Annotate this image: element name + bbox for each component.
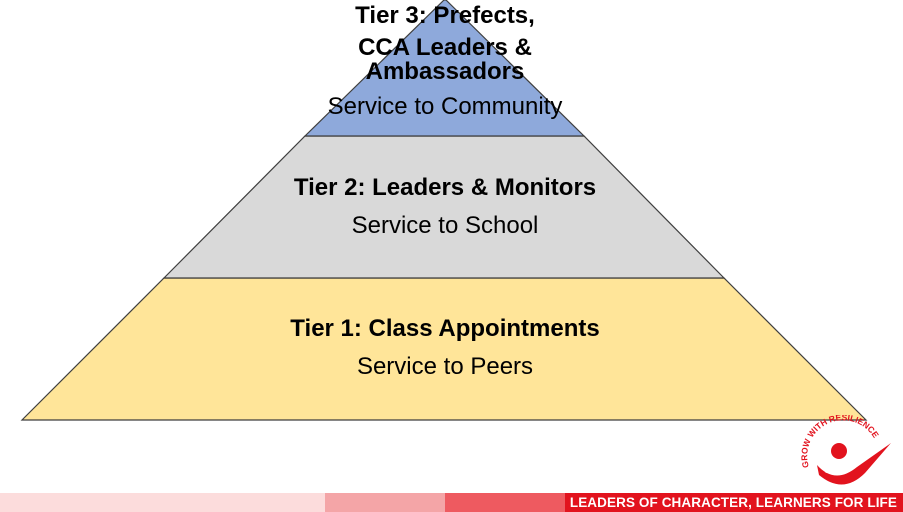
tier-1-subtitle: Service to Peers xyxy=(356,353,534,380)
footer-segment xyxy=(325,493,445,512)
footer-segment xyxy=(445,493,565,512)
tier-2-title: Tier 2: Leaders & Monitors xyxy=(293,174,597,201)
tier-2-subtitle: Service to School xyxy=(351,212,539,239)
footer-segment xyxy=(565,493,903,512)
pyramid-diagram xyxy=(20,0,868,421)
tier-3-title-line-2: CCA Leaders & xyxy=(358,34,532,61)
footer-segment xyxy=(0,493,325,512)
footer-bar: LEADERS OF CHARACTER, LEARNERS FOR LIFE xyxy=(0,493,903,512)
tier-3-title-line-1: Tier 3: Prefects, xyxy=(355,2,535,29)
tier-3-band xyxy=(303,0,586,137)
tier-2-label: Tier 2: Leaders & Monitors Service to Sc… xyxy=(220,172,670,242)
tier-3-title-line-3: Ambassadors xyxy=(365,58,525,85)
tier-1-title: Tier 1: Class Appointments xyxy=(290,315,600,342)
school-crest-icon: GROW WITH RESILIENCE xyxy=(799,415,891,485)
footer-motto: LEADERS OF CHARACTER, LEARNERS FOR LIFE xyxy=(569,495,897,510)
tier-1-label: Tier 1: Class Appointments Service to Pe… xyxy=(200,313,690,383)
tier-3-subtitle: Service to Community xyxy=(327,93,563,120)
tier-3-label: Tier 3: Prefects, CCA Leaders & Ambassad… xyxy=(250,0,640,123)
